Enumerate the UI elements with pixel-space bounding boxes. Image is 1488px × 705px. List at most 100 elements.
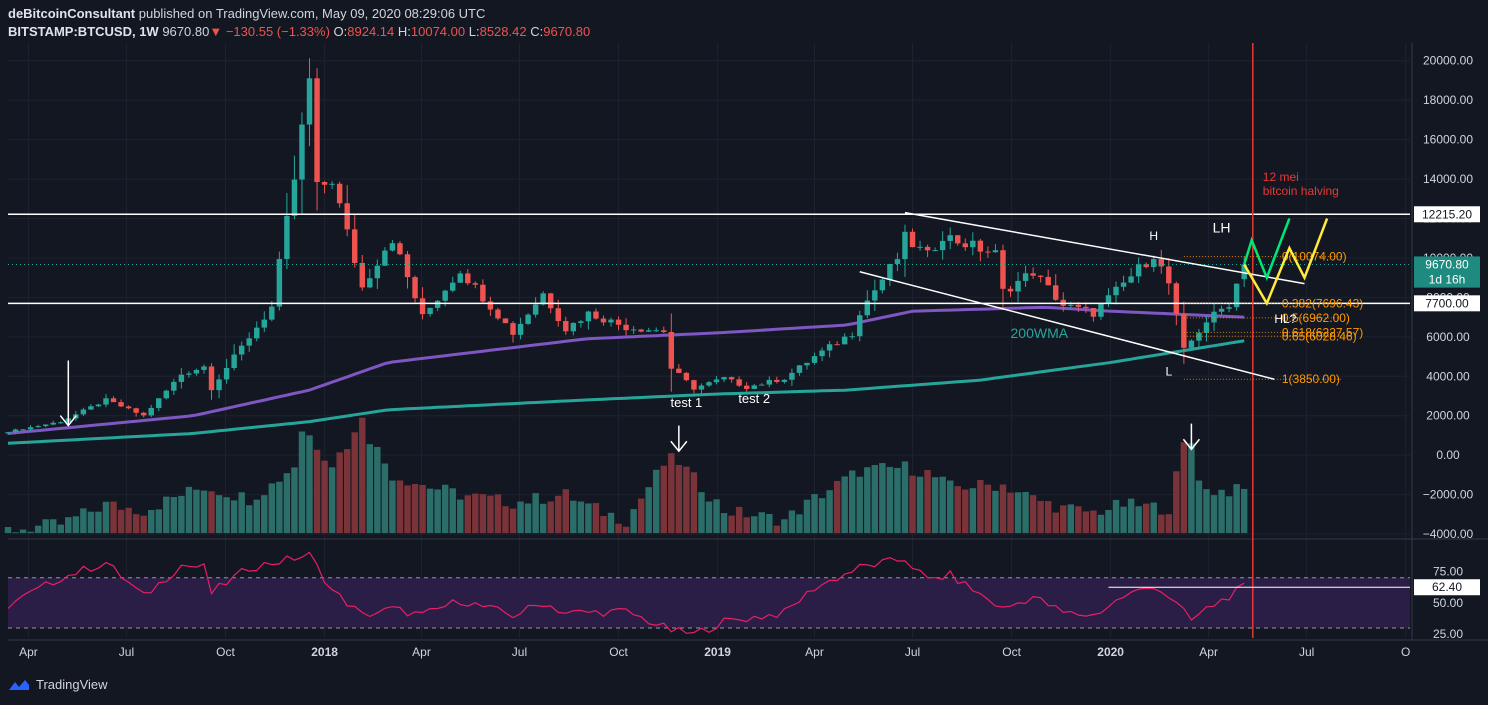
price-tick-label: −4000.00 (1423, 527, 1474, 541)
low-value: 8528.42 (479, 24, 527, 39)
candle-body (939, 240, 946, 251)
candle-body (1075, 304, 1082, 307)
price-tick-label: 4000.00 (1426, 369, 1470, 383)
price-tick-label: −2000.00 (1423, 488, 1474, 502)
volume-bar (351, 432, 358, 534)
volume-bar (698, 492, 705, 534)
tradingview-logo[interactable]: TradingView (8, 677, 108, 692)
symbol-name[interactable]: BITSTAMP:BTCUSD, 1W (8, 24, 159, 39)
candle-body (1068, 304, 1074, 306)
volume-bar (532, 493, 539, 534)
candle-body (80, 409, 87, 415)
volume-bar (50, 519, 57, 534)
candle-body (238, 345, 245, 355)
candle-body (1151, 259, 1157, 268)
volume-bar (283, 473, 291, 534)
candle-body (841, 336, 848, 345)
volume-bar (705, 501, 713, 534)
candle-body (1120, 282, 1127, 287)
volume-bar (479, 494, 487, 534)
candle-body (321, 181, 328, 185)
time-tick-label: Oct (609, 645, 628, 659)
price-tick-label: 18000.00 (1423, 93, 1473, 107)
candle-body (95, 404, 102, 407)
candle-body (314, 78, 320, 182)
volume-bar (1203, 489, 1210, 534)
volume-bar (788, 510, 796, 534)
tradingview-brand: TradingView (36, 677, 108, 692)
time-tick-label: Apr (412, 645, 431, 659)
fib-level-label: 0.618(6227.57) (1282, 325, 1363, 339)
volume-bar (472, 493, 479, 534)
volume-bar (343, 449, 351, 534)
candle-body (163, 390, 170, 399)
publish-line: deBitcoinConsultant published on Trading… (8, 6, 485, 21)
candle-body (329, 183, 335, 185)
time-tick-label: Apr (19, 645, 38, 659)
rsi-tag-label: 62.40 (1432, 580, 1462, 594)
candle-body (208, 366, 215, 391)
candle-body (186, 373, 192, 375)
candle-body (1090, 308, 1097, 317)
candle-body (178, 374, 185, 382)
candle-body (389, 243, 396, 251)
high-value: 10074.00 (410, 24, 466, 39)
volume-bar (1075, 506, 1082, 534)
candle-body (834, 344, 840, 346)
candle-body (977, 240, 984, 252)
candle-body (653, 330, 659, 332)
candle-body (608, 319, 614, 323)
fib-level-label: 0.382(7696.43) (1282, 296, 1363, 310)
candle-body (879, 279, 886, 291)
volume-bar (585, 503, 592, 534)
candle-body (796, 365, 803, 373)
volume-bar (668, 453, 675, 534)
candle-body (932, 250, 938, 252)
volume-bar (818, 498, 826, 534)
candle-body (269, 306, 275, 320)
volume-bar (80, 508, 87, 534)
volume-bar (962, 489, 969, 534)
volume-bar (1173, 471, 1180, 534)
candle-body (472, 283, 479, 285)
candle-body (623, 324, 629, 331)
volume-bar (1037, 500, 1044, 534)
candle-body (88, 406, 94, 410)
candle-body (1218, 308, 1225, 312)
halving-sub-label: bitcoin halving (1263, 184, 1339, 198)
label-test-2: test 2 (738, 391, 770, 406)
candle-body (992, 250, 999, 253)
volume-bar (1112, 499, 1120, 534)
price-tick-label: 16000.00 (1423, 133, 1473, 147)
volume-bar (253, 499, 260, 534)
volume-bar (886, 466, 894, 534)
volume-bar (245, 505, 253, 534)
volume-bar (751, 516, 758, 534)
candle-body (276, 259, 283, 307)
volume-bar (396, 480, 404, 534)
volume-bar (117, 509, 125, 534)
candle-body (1015, 280, 1021, 292)
volume-bar (758, 512, 765, 534)
candle-body (1083, 306, 1089, 309)
volume-bar (977, 479, 984, 534)
candle-body (427, 307, 433, 315)
candle-body (480, 284, 486, 302)
candle-body (676, 368, 682, 373)
price-tick-label: 14000.00 (1423, 172, 1473, 186)
volume-bar (268, 483, 276, 534)
volume-bar (215, 495, 223, 534)
publisher-name[interactable]: deBitcoinConsultant (8, 6, 136, 21)
volume-bar (720, 513, 728, 534)
volume-bar (12, 532, 19, 534)
volume-bar (946, 480, 954, 534)
candle-body (804, 362, 810, 366)
volume-bar (653, 469, 660, 534)
time-tick-label: Apr (1199, 645, 1218, 659)
candle-body (721, 377, 727, 380)
volume-bar (185, 486, 193, 534)
fib-level-label: 1(3850.00) (1282, 372, 1340, 386)
volume-bar (27, 531, 34, 534)
candle-body (728, 377, 735, 380)
